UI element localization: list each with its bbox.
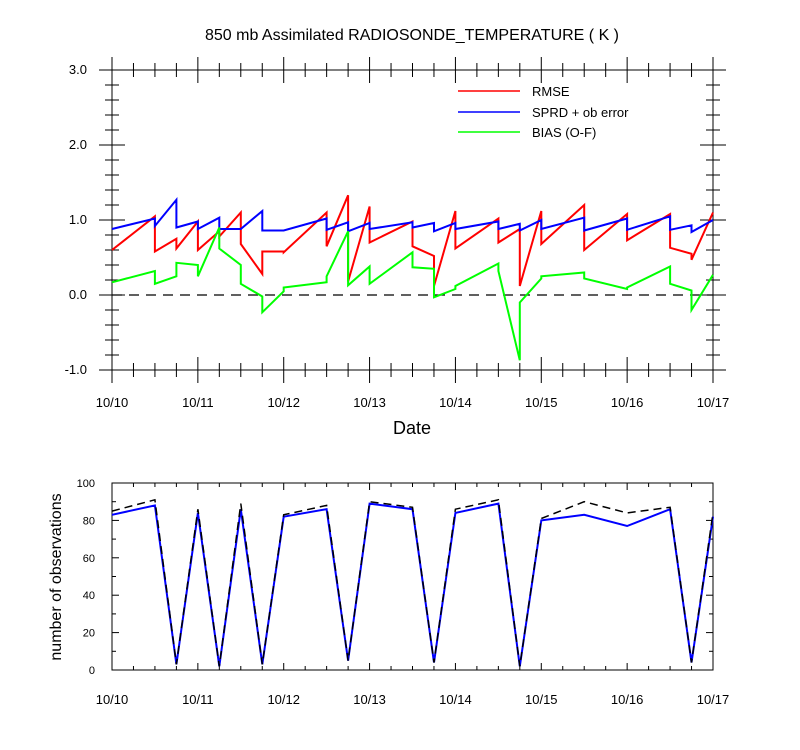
bottom-y-axis-label: number of observations — [48, 493, 65, 660]
bottom-series-assimilated-observations — [111, 502, 714, 667]
bottom-series-possible-observations — [111, 498, 714, 667]
bottom-x-tick-label: 10/13 — [353, 692, 386, 707]
bottom-x-tick-label: 10/14 — [439, 692, 472, 707]
bottom-y-tick-label: 40 — [83, 590, 95, 602]
top-series-sprd-ob-error — [111, 197, 714, 234]
top-x-tick-label: 10/17 — [697, 395, 730, 410]
top-y-tick-label: 2.0 — [69, 137, 87, 152]
top-x-tick-label: 10/12 — [267, 395, 300, 410]
bottom-y-tick-label: 0 — [89, 665, 95, 677]
figure-title: 850 mb Assimilated RADIOSONDE_TEMPERATUR… — [205, 27, 619, 44]
top-x-tick-label: 10/15 — [525, 395, 558, 410]
bottom-x-tick-label: 10/11 — [182, 692, 214, 707]
legend-bias-label: BIAS (O-F) — [532, 125, 596, 140]
bottom-y-tick-label: 80 — [83, 515, 95, 527]
legend-sprd-label: SPRD + ob error — [532, 105, 629, 120]
top-y-tick-label: -1.0 — [65, 362, 87, 377]
top-x-axis-label: Date — [393, 418, 431, 438]
top-y-tick-label: 3.0 — [69, 62, 87, 77]
top-x-tick-label: 10/10 — [96, 395, 129, 410]
legend: RMSE SPRD + ob error BIAS (O-F) — [458, 84, 629, 140]
bottom-x-tick-label: 10/15 — [525, 692, 558, 707]
bottom-x-tick-label: 10/17 — [697, 692, 730, 707]
top-x-tick-label: 10/13 — [353, 395, 386, 410]
bottom-y-tick-label: 20 — [83, 628, 95, 640]
bottom-chart: 10/10 10/11 10/12 10/13 10/14 10/15 10/16 10/17… — [48, 478, 729, 707]
bottom-x-tick-label: 10/10 — [96, 692, 129, 707]
top-x-tick-label: 10/16 — [611, 395, 644, 410]
bottom-y-tick-label: 100 — [77, 478, 95, 490]
top-x-tick-label: 10/14 — [439, 395, 472, 410]
bottom-x-tick-label: 10/12 — [267, 692, 300, 707]
top-y-tick-label: 0.0 — [69, 287, 87, 302]
legend-rmse-label: RMSE — [532, 84, 570, 99]
top-y-tick-label: 1.0 — [69, 212, 87, 227]
bottom-y-tick-label: 60 — [83, 553, 95, 565]
top-series-bias-o-f — [111, 227, 714, 361]
top-x-tick-label: 10/11 — [182, 395, 214, 410]
bottom-x-tick-label: 10/16 — [611, 692, 644, 707]
top-chart: 10/10 10/11 10/12 10/13 10/14 10/15 10/16 10/17… — [65, 57, 730, 438]
top-series-rmse — [111, 194, 714, 287]
